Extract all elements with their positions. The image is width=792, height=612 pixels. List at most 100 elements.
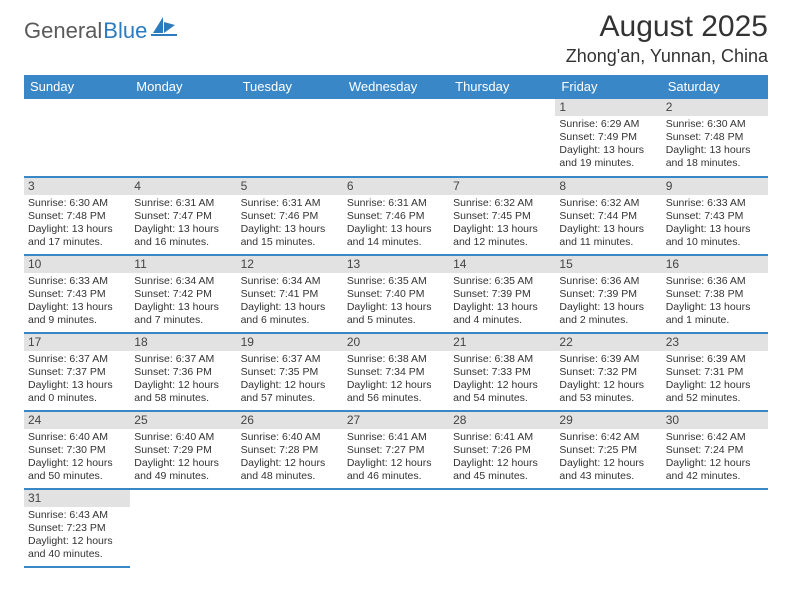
sunrise-text: Sunrise: 6:32 AM [559,197,657,210]
day-number: 3 [24,178,130,195]
sunrise-text: Sunrise: 6:35 AM [347,275,445,288]
daylight-text: Daylight: 12 hours and 48 minutes. [241,457,339,483]
sunrise-text: Sunrise: 6:39 AM [666,353,764,366]
daylight-text: Daylight: 13 hours and 17 minutes. [28,223,126,249]
sunrise-text: Sunrise: 6:31 AM [347,197,445,210]
calendar-cell [24,99,130,177]
sunset-text: Sunset: 7:42 PM [134,288,232,301]
sunset-text: Sunset: 7:33 PM [453,366,551,379]
sunrise-text: Sunrise: 6:33 AM [28,275,126,288]
calendar-cell: 5Sunrise: 6:31 AMSunset: 7:46 PMDaylight… [237,177,343,255]
sunset-text: Sunset: 7:43 PM [666,210,764,223]
calendar-cell [662,489,768,567]
calendar-week-row: 1Sunrise: 6:29 AMSunset: 7:49 PMDaylight… [24,99,768,177]
sunset-text: Sunset: 7:39 PM [559,288,657,301]
title-block: August 2025 Zhong'an, Yunnan, China [566,10,768,67]
daylight-text: Daylight: 12 hours and 53 minutes. [559,379,657,405]
sunset-text: Sunset: 7:47 PM [134,210,232,223]
day-number: 25 [130,412,236,429]
day-number: 21 [449,334,555,351]
daylight-text: Daylight: 13 hours and 16 minutes. [134,223,232,249]
calendar-cell: 18Sunrise: 6:37 AMSunset: 7:36 PMDayligh… [130,333,236,411]
daylight-text: Daylight: 12 hours and 52 minutes. [666,379,764,405]
calendar-cell [343,99,449,177]
logo-text-blue: Blue [103,18,147,44]
sunset-text: Sunset: 7:23 PM [28,522,126,535]
sunset-text: Sunset: 7:29 PM [134,444,232,457]
sunrise-text: Sunrise: 6:43 AM [28,509,126,522]
day-number: 14 [449,256,555,273]
daylight-text: Daylight: 12 hours and 50 minutes. [28,457,126,483]
sunrise-text: Sunrise: 6:30 AM [666,118,764,131]
sunrise-text: Sunrise: 6:29 AM [559,118,657,131]
daylight-text: Daylight: 13 hours and 19 minutes. [559,144,657,170]
sunrise-text: Sunrise: 6:38 AM [347,353,445,366]
day-number: 8 [555,178,661,195]
sunset-text: Sunset: 7:48 PM [28,210,126,223]
calendar-cell: 8Sunrise: 6:32 AMSunset: 7:44 PMDaylight… [555,177,661,255]
day-number: 7 [449,178,555,195]
calendar-cell: 21 Sunrise: 6:38 AMSunset: 7:33 PMDayligh… [449,333,555,411]
day-number: 28 [449,412,555,429]
daylight-text: Daylight: 12 hours and 54 minutes. [453,379,551,405]
daylight-text: Daylight: 13 hours and 0 minutes. [28,379,126,405]
weekday-header: Saturday [662,75,768,99]
day-number: 31 [24,490,130,507]
calendar-cell: 3Sunrise: 6:30 AMSunset: 7:48 PMDaylight… [24,177,130,255]
month-title: August 2025 [566,10,768,44]
day-number: 6 [343,178,449,195]
daylight-text: Daylight: 13 hours and 7 minutes. [134,301,232,327]
day-number: 30 [662,412,768,429]
daylight-text: Daylight: 12 hours and 42 minutes. [666,457,764,483]
daylight-text: Daylight: 13 hours and 15 minutes. [241,223,339,249]
sunset-text: Sunset: 7:45 PM [453,210,551,223]
calendar-cell: 2Sunrise: 6:30 AMSunset: 7:48 PMDaylight… [662,99,768,177]
day-number: 4 [130,178,236,195]
calendar-cell: 22Sunrise: 6:39 AMSunset: 7:32 PMDayligh… [555,333,661,411]
sunrise-text: Sunrise: 6:40 AM [241,431,339,444]
calendar-cell [449,489,555,567]
calendar-cell: 19Sunrise: 6:37 AMSunset: 7:35 PMDayligh… [237,333,343,411]
sunrise-text: Sunrise: 6:38 AM [453,353,551,366]
day-number: 16 [662,256,768,273]
calendar-cell [555,489,661,567]
day-number: 23 [662,334,768,351]
day-number: 17 [24,334,130,351]
daylight-text: Daylight: 13 hours and 1 minute. [666,301,764,327]
daylight-text: Daylight: 12 hours and 46 minutes. [347,457,445,483]
logo-text-general: General [24,18,102,44]
day-number: 15 [555,256,661,273]
daylight-text: Daylight: 12 hours and 56 minutes. [347,379,445,405]
calendar-week-row: 3Sunrise: 6:30 AMSunset: 7:48 PMDaylight… [24,177,768,255]
sunset-text: Sunset: 7:48 PM [666,131,764,144]
sunset-text: Sunset: 7:32 PM [559,366,657,379]
sunrise-text: Sunrise: 6:41 AM [453,431,551,444]
calendar-cell: 30Sunrise: 6:42 AMSunset: 7:24 PMDayligh… [662,411,768,489]
daylight-text: Daylight: 13 hours and 18 minutes. [666,144,764,170]
daylight-text: Daylight: 13 hours and 10 minutes. [666,223,764,249]
calendar-body: 1Sunrise: 6:29 AMSunset: 7:49 PMDaylight… [24,99,768,567]
daylight-text: Daylight: 13 hours and 6 minutes. [241,301,339,327]
calendar-week-row: 17Sunrise: 6:37 AMSunset: 7:37 PMDayligh… [24,333,768,411]
sunset-text: Sunset: 7:40 PM [347,288,445,301]
sunset-text: Sunset: 7:44 PM [559,210,657,223]
calendar-cell: 13 Sunrise: 6:35 AMSunset: 7:40 PMDayligh… [343,255,449,333]
sunrise-text: Sunrise: 6:35 AM [453,275,551,288]
daylight-text: Daylight: 13 hours and 2 minutes. [559,301,657,327]
weekday-header: Thursday [449,75,555,99]
daylight-text: Daylight: 13 hours and 5 minutes. [347,301,445,327]
sunset-text: Sunset: 7:30 PM [28,444,126,457]
weekday-header: Friday [555,75,661,99]
daylight-text: Daylight: 12 hours and 49 minutes. [134,457,232,483]
sunset-text: Sunset: 7:46 PM [241,210,339,223]
calendar-cell: 26Sunrise: 6:40 AMSunset: 7:28 PMDayligh… [237,411,343,489]
header: General Blue August 2025 Zhong'an, Yunna… [24,10,768,67]
calendar-cell: 10Sunrise: 6:33 AMSunset: 7:43 PMDayligh… [24,255,130,333]
calendar-cell: 29Sunrise: 6:42 AMSunset: 7:25 PMDayligh… [555,411,661,489]
sunset-text: Sunset: 7:49 PM [559,131,657,144]
sunset-text: Sunset: 7:26 PM [453,444,551,457]
weekday-header-row: SundayMondayTuesdayWednesdayThursdayFrid… [24,75,768,99]
calendar-cell: 20Sunrise: 6:38 AMSunset: 7:34 PMDayligh… [343,333,449,411]
day-number: 13 [343,256,449,273]
daylight-text: Daylight: 12 hours and 40 minutes. [28,535,126,561]
